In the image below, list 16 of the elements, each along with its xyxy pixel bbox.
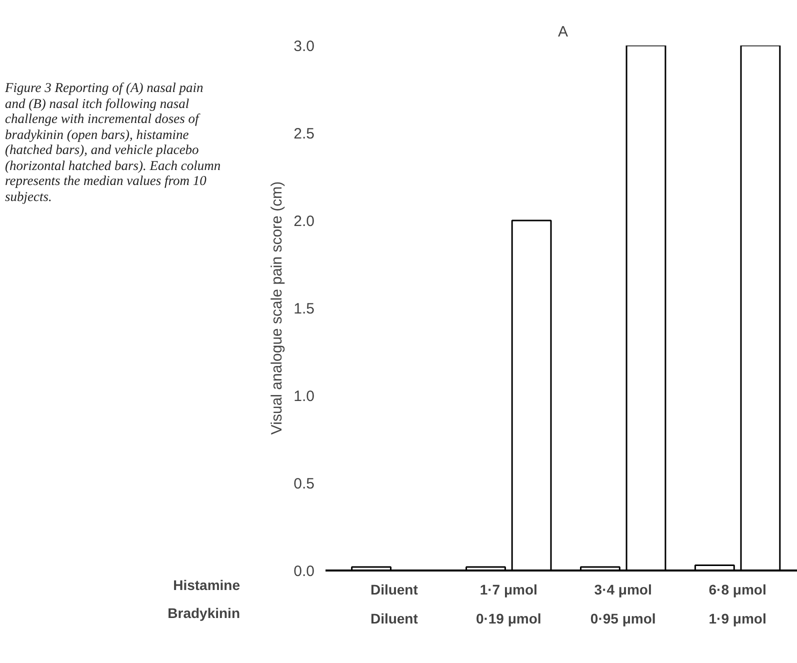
- x-tick-label: 3·4 μmol 0·95 μmol: [590, 582, 656, 626]
- x-tick-label: 1·7 μmol 0·19 μmol: [476, 582, 542, 626]
- y-tick-label: 2.5: [294, 126, 315, 142]
- y-tick-label: 0.0: [294, 563, 315, 580]
- chart-title: A: [558, 24, 568, 40]
- y-tick-label: 0.5: [294, 476, 315, 492]
- y-tick-label: 3.0: [294, 38, 315, 55]
- text: Histamine: [173, 576, 240, 595]
- y-axis-title: Visual analogue scale pain score (cm): [268, 181, 286, 435]
- caption: Figure 3 Reporting of (A) nasal pain and (B) nasal itch following nasal challenge with incremental doses of bradykinin (open bars), histamine (hatched bars), and vehicle placebo (horizontal hatched bars). Each column represents the median values from 10 subjects.: [5, 80, 222, 204]
- x-tick-label: Diluent Diluent: [370, 582, 418, 626]
- y-tick-label: 2.0: [294, 213, 315, 230]
- y-tick-label: 1.0: [294, 388, 315, 405]
- x-tick-label: 6·8 μmol 1·9 μmol: [708, 582, 766, 626]
- text: Bradykinin: [168, 604, 240, 623]
- y-tick-label: 1.5: [294, 300, 315, 318]
